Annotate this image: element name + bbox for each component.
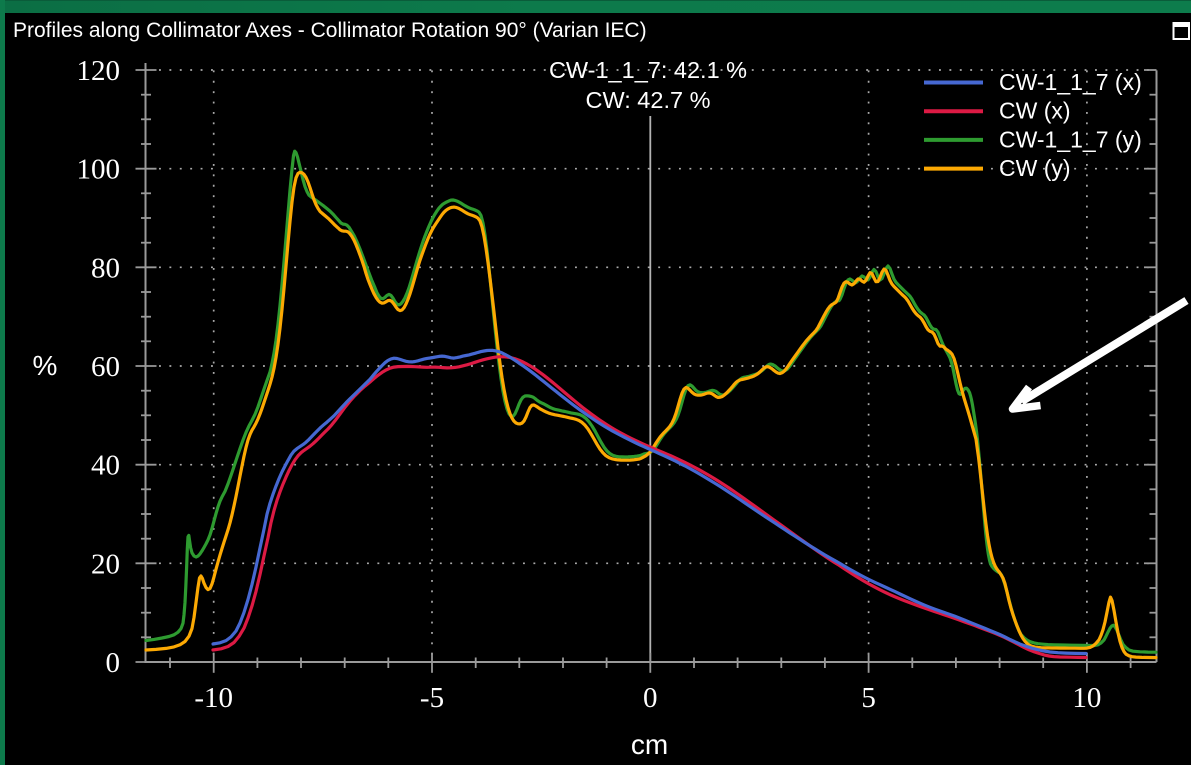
- svg-text:120: 120: [77, 55, 121, 87]
- svg-text:5: 5: [861, 682, 876, 714]
- svg-text:%: %: [33, 350, 58, 381]
- svg-text:CW (y): CW (y): [999, 155, 1071, 181]
- svg-text:CW-1_1_7: 42.1 %: CW-1_1_7: 42.1 %: [549, 57, 747, 83]
- svg-text:10: 10: [1072, 682, 1101, 714]
- svg-text:100: 100: [77, 154, 121, 186]
- svg-text:80: 80: [91, 252, 120, 284]
- svg-text:cm: cm: [631, 729, 668, 760]
- svg-text:-5: -5: [420, 682, 444, 714]
- svg-text:0: 0: [643, 682, 658, 714]
- svg-text:40: 40: [91, 450, 120, 482]
- svg-text:-10: -10: [194, 682, 233, 714]
- svg-text:0: 0: [106, 647, 121, 679]
- svg-text:60: 60: [91, 351, 120, 383]
- svg-text:CW-1_1_7 (x): CW-1_1_7 (x): [999, 69, 1142, 95]
- svg-text:CW-1_1_7 (y): CW-1_1_7 (y): [999, 126, 1142, 152]
- svg-text:CW (x): CW (x): [999, 98, 1071, 124]
- svg-text:CW: 42.7 %: CW: 42.7 %: [586, 87, 711, 113]
- svg-text:20: 20: [91, 548, 120, 580]
